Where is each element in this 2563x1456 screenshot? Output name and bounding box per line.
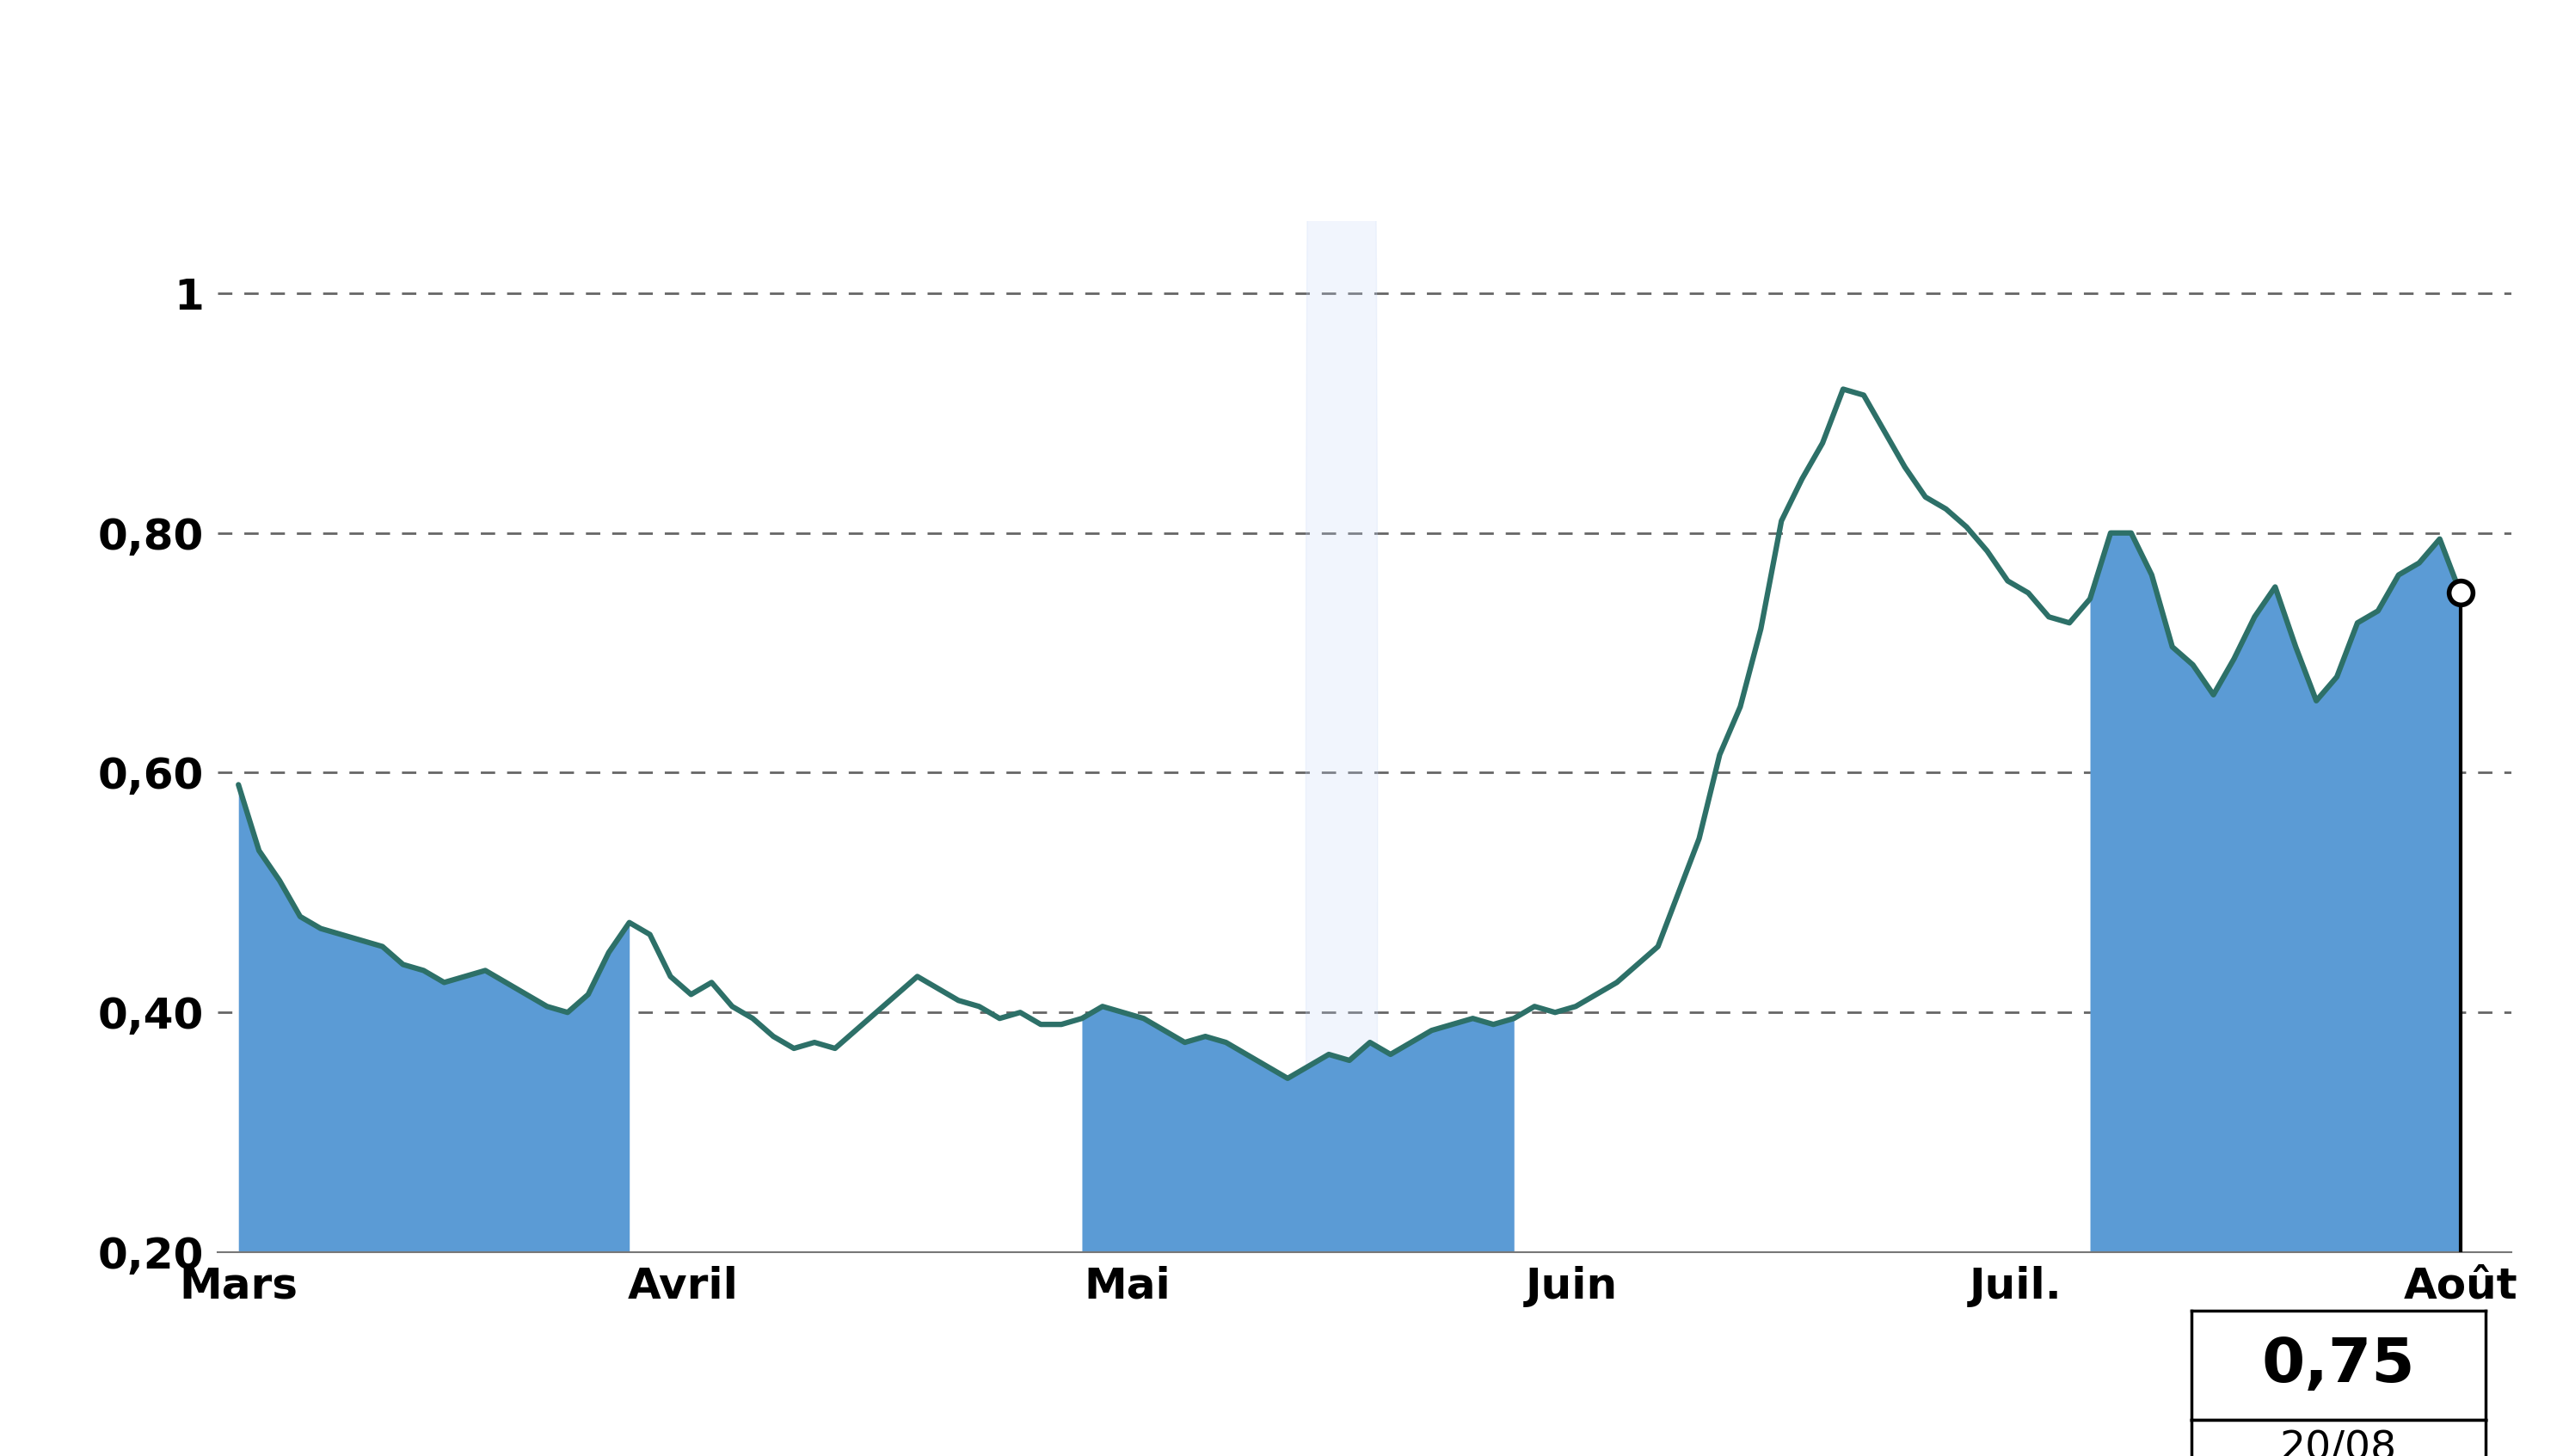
Circle shape bbox=[1305, 0, 1376, 1456]
Text: 20/08: 20/08 bbox=[2281, 1430, 2396, 1456]
Text: 0,75: 0,75 bbox=[2261, 1335, 2414, 1395]
Text: A2Z Smart Technologies Corp.: A2Z Smart Technologies Corp. bbox=[554, 25, 2009, 109]
